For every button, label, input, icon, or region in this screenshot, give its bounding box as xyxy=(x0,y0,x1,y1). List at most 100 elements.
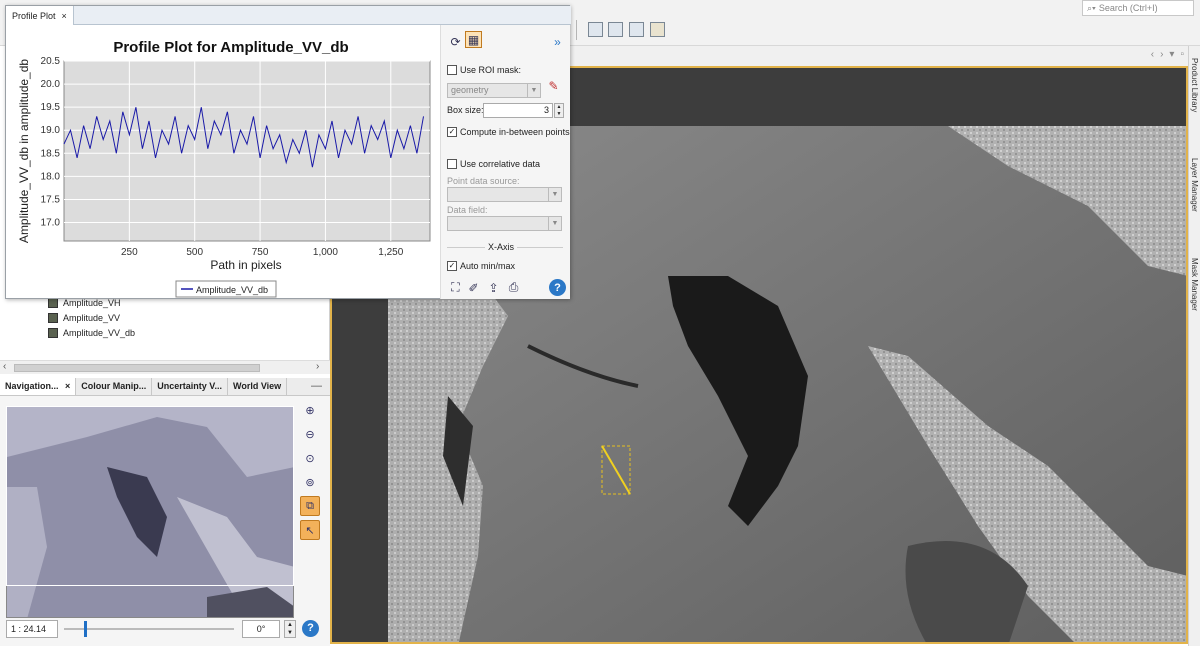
zoom-out-icon[interactable]: ⊖ xyxy=(305,428,315,441)
profile-chart-area: Profile Plot for Amplitude_VV_db 17.0 17.… xyxy=(6,25,440,299)
compute-between-label: Compute in-between points xyxy=(460,127,570,137)
tab-label: Profile Plot xyxy=(12,10,56,21)
roi-mask-select[interactable]: geometry ▼ xyxy=(447,83,541,98)
edit-chart-icon[interactable]: ✐ xyxy=(468,280,479,295)
table-view-icon[interactable]: ▦ xyxy=(465,31,482,48)
band-icon xyxy=(48,313,58,323)
minimize-icon[interactable]: — xyxy=(311,380,322,392)
image-view[interactable] xyxy=(330,66,1188,644)
tab-uncertainty[interactable]: Uncertainty V... xyxy=(152,378,228,395)
point-source-select[interactable]: ▼ xyxy=(447,187,562,202)
sync-views-icon[interactable]: ⧉ xyxy=(300,496,320,516)
band-icon xyxy=(48,328,58,338)
tab-navigation[interactable]: Navigation... × xyxy=(0,378,77,395)
view-window-controls: ‹ › ▾ ▫ xyxy=(1151,49,1184,60)
tile-floating-icon[interactable] xyxy=(650,22,665,37)
view-prev-icon[interactable]: ‹ xyxy=(1150,49,1155,60)
zoom-slider[interactable] xyxy=(64,621,234,637)
zoom-in-icon[interactable]: ⊕ xyxy=(305,404,315,417)
use-correlative-label: Use correlative data xyxy=(460,159,541,169)
help-icon[interactable]: ? xyxy=(302,620,319,637)
scroll-left-icon[interactable]: ‹ xyxy=(3,361,7,372)
profile-plot-tab-bar: Profile Plot × xyxy=(6,6,571,25)
use-roi-mask-row[interactable]: Use ROI mask: xyxy=(447,65,521,75)
close-icon[interactable]: × xyxy=(61,10,67,21)
image-view-header: ‹ › ▾ ▫ xyxy=(570,46,1188,66)
view-maximize-icon[interactable]: ▫ xyxy=(1180,49,1184,60)
x-axis-label: Path in pixels xyxy=(210,258,281,272)
tile-grid-icon[interactable] xyxy=(629,22,644,37)
navigation-overview-image[interactable] xyxy=(6,406,294,618)
compute-between-checkbox[interactable]: ✓ xyxy=(447,127,457,137)
profile-plot-window: Profile Plot × Profile Plot for Amplitud… xyxy=(5,5,571,299)
sync-cursor-icon[interactable]: ↖ xyxy=(300,520,320,540)
rotation-spinner[interactable]: ▲ ▼ xyxy=(284,620,296,638)
y-tick-label: 19.0 xyxy=(41,125,61,136)
tree-horizontal-scrollbar[interactable]: ‹ › xyxy=(0,360,330,374)
tab-layer-manager[interactable]: Layer Manager xyxy=(1190,158,1199,212)
help-icon[interactable]: ? xyxy=(549,279,566,296)
tab-profile-plot[interactable]: Profile Plot × xyxy=(6,6,74,25)
zoom-all-icon[interactable]: ⛶ xyxy=(451,280,460,294)
y-axis-ticks: 17.0 17.5 18.0 18.5 19.0 19.5 20.0 20.5 xyxy=(41,56,61,229)
compute-between-row[interactable]: ✓ Compute in-between points xyxy=(447,127,570,137)
box-size-spinner[interactable]: ▲ ▼ xyxy=(554,103,564,118)
x-tick-label: 500 xyxy=(186,247,203,258)
point-source-label: Point data source: xyxy=(447,176,520,186)
use-correlative-row[interactable]: Use correlative data xyxy=(447,159,540,169)
scroll-right-icon[interactable]: › xyxy=(316,361,320,372)
refresh-icon[interactable]: ⟳ xyxy=(450,34,461,49)
sar-image[interactable] xyxy=(388,126,1188,644)
tree-item-amplitude-vv-db[interactable]: Amplitude_VV_db xyxy=(48,326,135,340)
y-tick-label: 20.0 xyxy=(41,79,61,90)
auto-minmax-label: Auto min/max xyxy=(460,261,516,271)
scale-field[interactable]: 1 : 24.14 xyxy=(6,620,58,638)
tab-label: Navigation... xyxy=(5,381,59,391)
close-icon[interactable]: × xyxy=(65,381,71,391)
y-tick-label: 20.5 xyxy=(41,56,61,67)
view-menu-icon[interactable]: ▾ xyxy=(1169,49,1175,60)
tree-item-amplitude-vv[interactable]: Amplitude_VV xyxy=(48,311,120,325)
box-size-field[interactable]: 3 xyxy=(483,103,553,118)
zoom-all-icon[interactable]: ⊚ xyxy=(305,476,315,489)
navigation-panel: ⊕ ⊖ ⊙ ⊚ ⧉ ↖ 1 : 24.14 0° ▲ ▼ ? xyxy=(0,396,330,646)
view-next-icon[interactable]: › xyxy=(1160,49,1164,60)
tab-product-library[interactable]: Product Library xyxy=(1190,58,1199,113)
tree-item-label: Amplitude_VV xyxy=(63,313,121,323)
tree-item-label: Amplitude_VH xyxy=(63,298,121,308)
roi-mask-value: geometry xyxy=(451,85,489,95)
tab-colour-manipulation[interactable]: Colour Manip... xyxy=(76,378,153,395)
data-field-select[interactable]: ▼ xyxy=(447,216,562,231)
tab-world-view[interactable]: World View xyxy=(228,378,288,395)
export-icon[interactable]: ⇪ xyxy=(488,280,499,295)
viewport-rectangle[interactable] xyxy=(6,406,294,586)
x-tick-label: 250 xyxy=(121,247,138,258)
x-tick-label: 1,000 xyxy=(313,247,338,258)
zoom-slider-thumb[interactable] xyxy=(84,621,87,637)
use-roi-mask-label: Use ROI mask: xyxy=(460,65,522,75)
search-icon: ⌕▾ xyxy=(1087,2,1096,13)
use-roi-mask-checkbox[interactable] xyxy=(447,65,457,75)
right-side-panel: Product Library Layer Manager Mask Manag… xyxy=(1188,46,1200,646)
collapse-icon[interactable]: » xyxy=(554,34,561,49)
auto-minmax-checkbox[interactable]: ✓ xyxy=(447,261,457,271)
y-tick-label: 19.5 xyxy=(41,102,61,113)
tile-single-icon[interactable] xyxy=(588,22,603,37)
mask-manager-icon[interactable]: ✎ xyxy=(548,78,559,93)
search-placeholder: Search (Ctrl+I) xyxy=(1098,3,1158,13)
profile-options-panel: ⟳ ▦ » Use ROI mask: geometry ▼ ✎ Box siz… xyxy=(440,25,570,299)
toolbar-separator xyxy=(576,20,577,40)
grid-lines xyxy=(64,60,430,241)
tile-horizontal-icon[interactable] xyxy=(608,22,623,37)
search-input[interactable]: ⌕▾ Search (Ctrl+I) xyxy=(1082,0,1194,16)
auto-minmax-row[interactable]: ✓ Auto min/max xyxy=(447,261,515,271)
scrollbar-thumb[interactable] xyxy=(14,364,260,372)
navigation-tools: ⊕ ⊖ ⊙ ⊚ ⧉ ↖ xyxy=(300,400,324,544)
print-icon[interactable]: ⎙ xyxy=(508,280,519,294)
use-correlative-checkbox[interactable] xyxy=(447,159,457,169)
zoom-pixel-icon[interactable]: ⊙ xyxy=(305,452,315,465)
data-field-label: Data field: xyxy=(447,205,488,215)
tab-mask-manager[interactable]: Mask Manager xyxy=(1190,258,1199,311)
profile-chart: Profile Plot for Amplitude_VV_db 17.017.… xyxy=(17,39,431,298)
rotation-angle-field[interactable]: 0° xyxy=(242,620,280,638)
